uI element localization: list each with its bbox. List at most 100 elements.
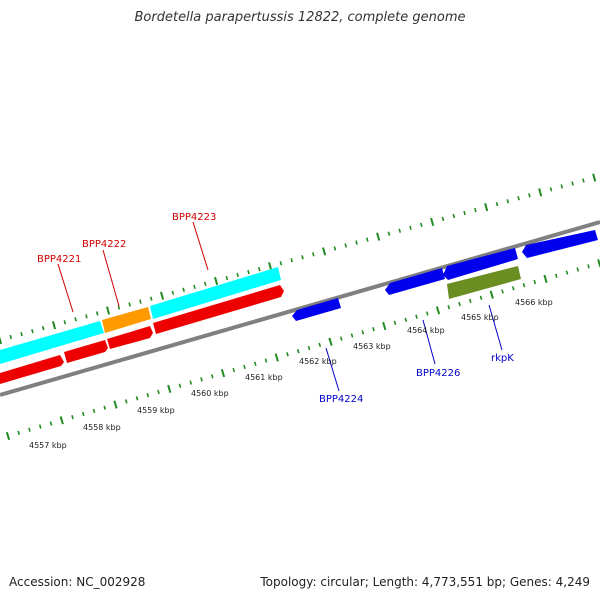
scale-label-4565: 4565 kbp — [461, 313, 499, 322]
feature-blue-4 — [522, 230, 598, 258]
feature-bpp4223 — [150, 267, 281, 319]
feature-bpp4221 — [0, 321, 104, 364]
lower-scale-major-tick — [597, 259, 600, 268]
upper-scale-minor-tick — [474, 207, 477, 213]
lower-scale-minor-tick — [533, 279, 537, 285]
upper-scale-major-tick — [214, 276, 219, 286]
lower-scale-minor-tick — [71, 415, 74, 420]
lower-scale-minor-tick — [318, 342, 322, 348]
lower-scale-minor-tick — [576, 267, 580, 272]
lower-scale-minor-tick — [49, 421, 53, 426]
upper-scale-minor-tick — [9, 334, 13, 340]
upper-scale-minor-tick — [452, 213, 456, 219]
upper-scale-minor-tick — [366, 237, 369, 242]
lower-scale-minor-tick — [404, 317, 408, 322]
upper-scale-major-tick — [268, 262, 273, 271]
lower-scale-minor-tick — [587, 264, 590, 269]
lower-scale-minor-tick — [296, 349, 300, 354]
gene-label-bpp4221: BPP4221 — [37, 254, 81, 265]
accession-text: Accession: NC_002928 — [9, 575, 146, 589]
lower-scale-minor-tick — [92, 408, 96, 414]
upper-scale-minor-tick — [517, 196, 520, 201]
scale-label-4559: 4559 kbp — [137, 406, 175, 415]
lower-scale-minor-tick — [339, 336, 343, 341]
upper-scale-minor-tick — [333, 246, 337, 251]
lower-scale-minor-tick — [307, 345, 311, 351]
lower-scale-major-tick — [435, 306, 441, 315]
lower-scale-minor-tick — [415, 314, 418, 319]
upper-scale-major-tick — [592, 173, 597, 182]
upper-scale-minor-tick — [225, 275, 229, 281]
upper-scale-minor-tick — [398, 228, 402, 233]
feature-bpp4222 — [102, 307, 151, 333]
feature-red-3 — [107, 326, 153, 349]
gene-label-bpp4224: BPP4224 — [319, 394, 363, 405]
upper-scale-minor-tick — [344, 243, 348, 248]
lower-scale-minor-tick — [232, 367, 236, 373]
upper-scale-minor-tick — [193, 284, 196, 289]
bpp4226-leader — [422, 319, 436, 365]
upper-scale-minor-tick — [85, 314, 88, 319]
upper-scale-major-tick — [322, 247, 327, 256]
upper-scale-minor-tick — [182, 287, 185, 292]
lower-tick-track — [5, 259, 600, 441]
bpp4221-leader — [57, 263, 74, 313]
bpp4224-leader — [325, 347, 340, 392]
scale-label-4566: 4566 kbp — [515, 298, 553, 307]
lower-scale-minor-tick — [103, 405, 107, 410]
upper-scale-major-tick — [51, 321, 57, 330]
lower-scale-minor-tick — [38, 424, 42, 429]
upper-scale-minor-tick — [20, 331, 23, 337]
upper-scale-minor-tick — [41, 326, 45, 331]
upper-scale-major-tick — [538, 188, 543, 197]
lower-scale-minor-tick — [565, 270, 569, 275]
lower-scale-minor-tick — [157, 389, 160, 395]
upper-scale-minor-tick — [171, 290, 175, 295]
lower-scale-minor-tick — [286, 352, 289, 357]
upper-scale-minor-tick — [582, 178, 585, 183]
lower-scale-minor-tick — [447, 305, 451, 310]
lower-scale-minor-tick — [393, 320, 397, 326]
upper-scale-minor-tick — [236, 272, 239, 278]
lower-scale-minor-tick — [511, 286, 515, 291]
gene-label-bpp4226: BPP4226 — [416, 368, 460, 379]
upper-scale-minor-tick — [203, 281, 207, 287]
upper-scale-major-tick — [160, 291, 165, 300]
genome-summary-text: Topology: circular; Length: 4,773,551 bp… — [260, 575, 590, 589]
lower-scale-major-tick — [167, 384, 172, 393]
feature-red-1 — [0, 355, 64, 384]
feature-red-2 — [64, 340, 108, 363]
scale-label-4562: 4562 kbp — [299, 357, 337, 366]
lower-scale-major-tick — [274, 353, 279, 362]
lower-scale-minor-tick — [243, 364, 246, 370]
lower-scale-major-tick — [382, 321, 387, 331]
lower-scale-major-tick — [5, 431, 11, 441]
feature-bpp4224 — [292, 298, 341, 321]
lower-scale-minor-tick — [17, 430, 21, 436]
lower-scale-minor-tick — [361, 330, 365, 335]
upper-scale-minor-tick — [257, 266, 261, 272]
bpp4223-leader — [192, 221, 209, 271]
lower-scale-minor-tick — [501, 289, 504, 294]
upper-scale-minor-tick — [560, 184, 564, 189]
upper-scale-major-tick — [484, 202, 489, 212]
feature-bpp4226 — [443, 248, 518, 280]
lower-scale-minor-tick — [200, 377, 203, 382]
lower-scale-minor-tick — [554, 273, 558, 278]
lower-scale-minor-tick — [350, 333, 354, 338]
upper-scale-minor-tick — [506, 199, 510, 204]
lower-scale-minor-tick — [210, 374, 214, 379]
lower-scale-minor-tick — [372, 327, 375, 332]
lower-scale-major-tick — [489, 290, 494, 299]
upper-scale-minor-tick — [441, 216, 445, 222]
feature-red-4 — [153, 285, 284, 334]
scale-label-4557: 4557 kbp — [29, 441, 67, 450]
upper-scale-minor-tick — [312, 252, 315, 257]
lower-scale-minor-tick — [135, 396, 139, 401]
lower-scale-major-tick — [59, 416, 64, 425]
lower-scale-minor-tick — [178, 383, 182, 388]
upper-scale-minor-tick — [149, 296, 153, 301]
upper-scale-minor-tick — [95, 311, 99, 316]
scale-label-4563: 4563 kbp — [353, 342, 391, 351]
